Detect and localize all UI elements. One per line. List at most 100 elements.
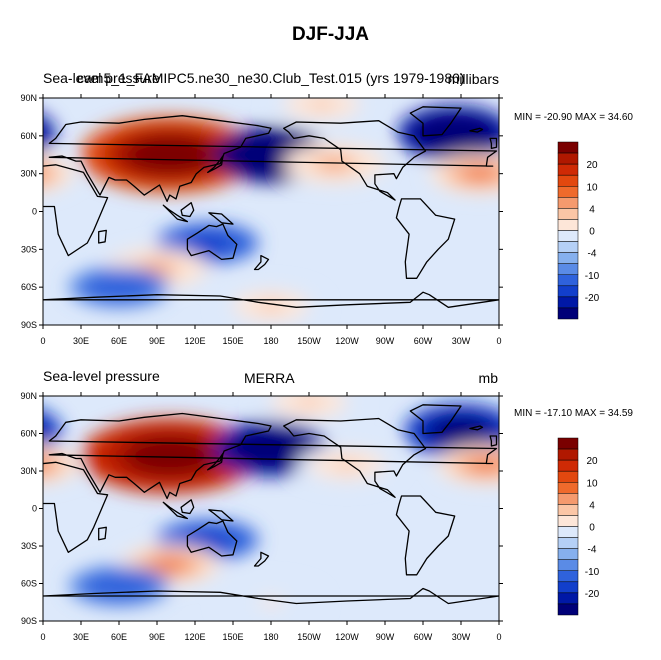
colorbar-label: -20 [585,293,600,304]
x-tick-label: 90E [149,336,165,346]
coastline [409,106,462,137]
coastline [489,137,498,150]
colorbar-label: 10 [586,478,598,489]
coastline [48,412,498,500]
coastlines [0,404,499,605]
x-tick-label: 0 [496,336,501,346]
coastline [43,299,44,301]
field-feature-3 [43,115,56,151]
field-feature-7 [144,263,170,274]
colorbar-swatch [557,252,579,264]
panel2-minmax: MIN = -17.10 MAX = 34.59 [514,408,633,419]
y-tick-label: 30N [20,466,37,476]
x-tick-label: 30W [452,336,471,346]
field-feature-4 [651,535,661,545]
field-feature-1 [147,446,192,466]
colorbar-swatch [557,285,579,298]
x-tick-label: 30E [73,632,89,642]
colorbar-swatch [557,263,579,275]
coastline [186,520,238,557]
colorbar-label: -4 [588,545,597,556]
x-tick-label: 150E [222,336,243,346]
y-tick-label: 30S [21,244,37,254]
x-tick-label: 150E [222,632,243,642]
field-feature-7 [600,555,651,575]
colorbar-swatch [557,482,579,494]
y-tick-label: 30N [20,169,37,179]
coastline [186,223,238,261]
field-feature-4 [651,238,661,248]
field-feature-6 [473,459,499,470]
field-layer [43,98,661,325]
colorbar-swatch [557,459,579,472]
x-tick-label: 120E [184,632,205,642]
y-tick-label: 30S [21,541,37,551]
colorbar-1: 20 10 4 0 -4 -10 -20 [557,141,600,320]
field-layer [0,396,661,621]
x-tick-label: 180 [263,632,278,642]
y-tick-label: 90N [20,391,37,401]
x-tick-label: 150W [297,336,321,346]
coastline [283,120,427,201]
y-tick-label: 90S [21,616,37,626]
field-feature-3 [0,424,19,438]
x-tick-label: 120W [335,632,359,642]
colorbar-swatch [557,152,579,165]
colorbar-swatch [557,230,579,242]
colorbar-label: 0 [589,227,595,238]
field-feature-6 [43,160,62,187]
y-tick-label: 60S [21,579,37,589]
colorbar-swatch [557,307,579,320]
field-feature-4 [638,530,661,550]
colorbar-swatch [557,570,579,583]
coastline [48,115,498,203]
colorbar-swatch [557,493,579,505]
x-tick-label: 150W [297,632,321,642]
map-panel-2: 0 30E 60E 90E 120E 150E 180 150W 120W 90W 60W 30W 09… [0,391,661,642]
figure-title: DJF-JJA [291,24,370,45]
y-tick-label: 90N [20,93,37,103]
colorbar-label: 4 [589,204,595,215]
field-feature-10 [296,397,322,408]
x-tick-label: 180 [263,336,278,346]
colorbar-swatch [557,296,579,309]
panel2-units: mb [478,370,498,386]
field-feature-3 [43,421,48,441]
field-feature-7 [600,263,625,273]
panel1-left-title: Sea-level pressure [43,70,160,86]
coastline [208,509,234,522]
field-feature-10 [309,99,335,110]
field-feature-1 [604,145,648,164]
coastline [469,127,484,133]
colorbar-label: 10 [586,182,598,193]
coastlines [0,106,499,308]
colorbar-label: -10 [585,567,600,578]
field-feature-2 [256,441,286,456]
field-feature-3 [440,126,469,141]
colorbar-swatch [557,274,579,287]
field-feature-4 [638,233,661,253]
coastline [0,107,5,136]
field-feature-1 [147,145,192,165]
field-feature-6 [43,166,50,181]
x-tick-label: 90W [376,336,395,346]
panel1-minmax: MIN = -20.90 MAX = 34.60 [514,112,633,123]
coastline [0,405,5,434]
y-tick-label: 0 [32,504,37,514]
field-feature-4 [626,525,661,555]
colorbar-2: 20 10 4 0 -4 -10 -20 [557,437,600,616]
field-feature-9 [106,282,132,293]
x-tick-label: 0 [40,336,45,346]
colorbar-swatch [557,603,579,616]
coastline [207,452,224,471]
y-tick-label: 90S [21,320,37,330]
colorbar-swatch [557,174,579,187]
coastline [180,202,195,218]
y-tick-label: 60N [20,131,37,141]
coastline [162,501,189,520]
field-feature-6 [467,168,493,179]
coastline [489,435,498,447]
colorbar-swatch [557,448,579,461]
coastline [43,587,499,605]
panel2-center-title: MERRA [244,370,295,386]
